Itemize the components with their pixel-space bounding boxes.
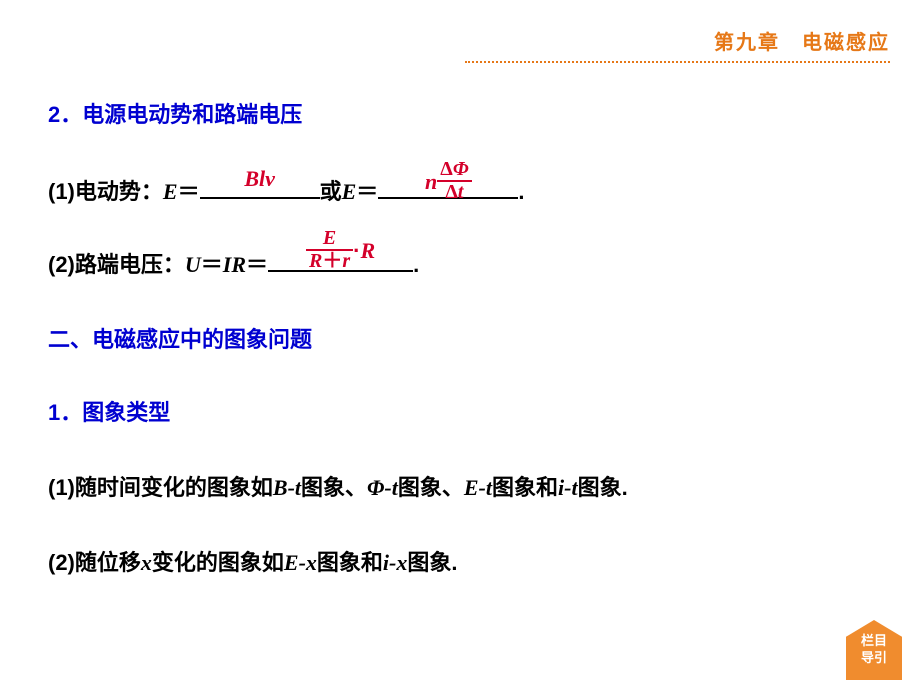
eq2: ＝ [356, 179, 378, 204]
graph-Bt: B-t [273, 475, 301, 500]
var-r: r [342, 250, 350, 272]
item-types-2: (2)随位移x变化的图象如E-x图象和i-x图象. [48, 546, 872, 579]
denominator: R＋r [306, 251, 353, 272]
heading-1types: 1．图象类型 [48, 396, 872, 429]
answer-nDeltaPhi: nΔΦΔt [378, 163, 518, 199]
text: 图象和 [492, 475, 558, 500]
eq: ＝ [178, 179, 200, 204]
graph-it: i-t [558, 475, 578, 500]
text: (2)路端电压： [48, 252, 185, 277]
var-R: R [309, 250, 322, 272]
var-E2: E [342, 179, 357, 204]
graph-ix: i-x [383, 550, 407, 575]
text: 图象和 [317, 550, 383, 575]
eq: ＝ [201, 252, 223, 277]
chapter-title: 第九章 电磁感应 [714, 26, 890, 55]
text: (1)电动势： [48, 179, 163, 204]
graph-Ex: E-x [284, 550, 317, 575]
text: (1)随时间变化的图象如 [48, 475, 273, 500]
blank-1: Blv [200, 171, 320, 199]
page-content: 2．电源电动势和路端电压 (1)电动势：E＝Blv或E＝nΔΦΔt. (2)路端… [48, 98, 872, 613]
item-types-1: (1)随时间变化的图象如B-t图象、Φ-t图象、E-t图象和i-t图象. [48, 471, 872, 504]
text: 图象. [407, 550, 457, 575]
denominator: Δt [442, 182, 466, 203]
var-U: U [185, 252, 201, 277]
graph-Et: E-t [464, 475, 492, 500]
answer-ER: ER＋r·R [268, 228, 413, 272]
heading-section2: 二、电磁感应中的图象问题 [48, 323, 872, 356]
heading-2: 2．电源电动势和路端电压 [48, 98, 872, 131]
nav-tab-button[interactable]: 栏目 导引 [846, 620, 902, 680]
answer-Blv: Blv [200, 162, 320, 195]
chapter-header: 第九章 电磁感应 [465, 26, 890, 63]
fraction: ΔΦΔt [437, 159, 471, 203]
var-x: x [141, 550, 152, 575]
graph-Phit: Φ-t [367, 475, 398, 500]
fraction: ER＋r [306, 228, 353, 272]
tail: . [413, 252, 419, 277]
header-dotted-line [465, 61, 890, 63]
var-n: n [425, 165, 437, 198]
blank-2: nΔΦΔt [378, 171, 518, 199]
tail: . [518, 179, 524, 204]
text-or: 或 [320, 179, 342, 204]
nav-label-1: 栏目 [861, 633, 887, 650]
text: 图象、 [301, 475, 367, 500]
var-E: E [163, 179, 178, 204]
plus: ＋ [322, 250, 342, 272]
eq2: ＝ [246, 252, 268, 277]
numerator: E [320, 228, 339, 249]
item-2: (2)路端电压：U＝IR＝ER＋r·R. [48, 244, 872, 281]
item-1: (1)电动势：E＝Blv或E＝nΔΦΔt. [48, 171, 872, 208]
text: 图象、 [398, 475, 464, 500]
nav-label-2: 导引 [861, 650, 887, 667]
blank-3: ER＋r·R [268, 244, 413, 272]
text: (2)随位移 [48, 550, 141, 575]
text: 图象. [578, 475, 628, 500]
numerator: ΔΦ [437, 159, 471, 180]
text: 变化的图象如 [152, 550, 284, 575]
var-IR: IR [223, 252, 246, 277]
var-R2: R [360, 234, 375, 267]
